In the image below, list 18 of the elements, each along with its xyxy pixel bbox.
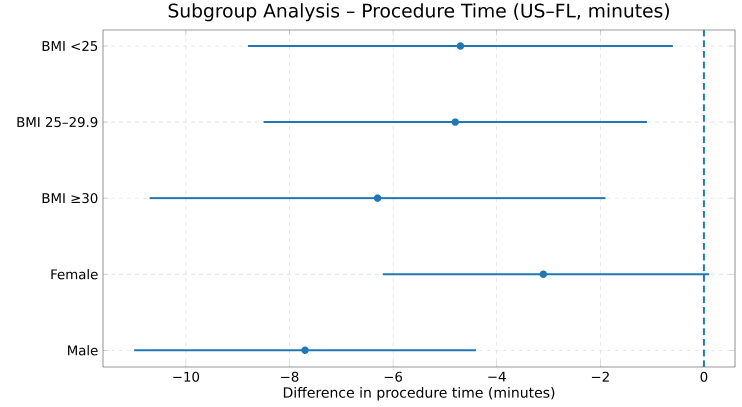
- x-tick-label: −10: [173, 372, 200, 382]
- point: [452, 118, 460, 126]
- y-tick-label: BMI 25–29.9: [17, 116, 98, 128]
- point: [540, 270, 548, 278]
- point: [374, 194, 382, 202]
- x-tick-label: −2: [592, 372, 609, 382]
- x-tick-label: −8: [281, 372, 298, 382]
- y-tick-label: BMI <25: [42, 40, 98, 52]
- y-tick-label: Female: [51, 269, 98, 280]
- point: [456, 42, 464, 50]
- y-tick-label: BMI ≥30: [42, 193, 98, 204]
- x-tick-label: −4: [488, 372, 506, 382]
- point: [301, 346, 309, 354]
- y-tick-label: Male: [68, 345, 98, 356]
- chart-title: Subgroup Analysis – Procedure Time (US–FL, minutes): [168, 3, 669, 22]
- x-tick-label: −6: [384, 372, 402, 382]
- x-tick-label: 0: [700, 372, 708, 382]
- x-axis-title: Difference in procedure time (minutes): [284, 386, 554, 400]
